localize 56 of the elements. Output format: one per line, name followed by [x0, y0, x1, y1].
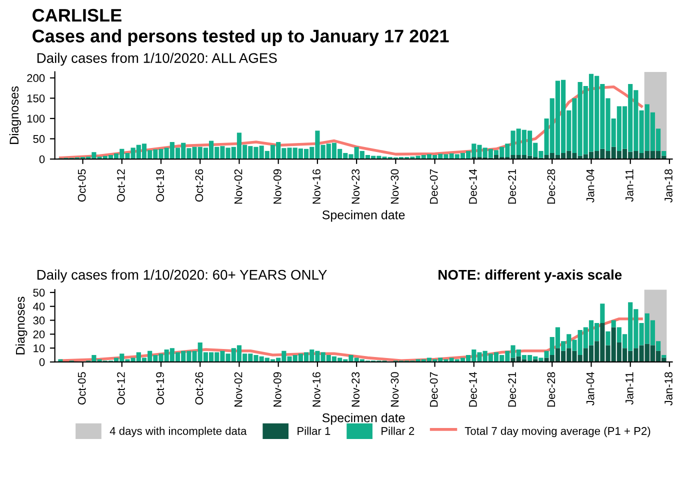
x-tick-label: Dec-14 — [469, 372, 477, 407]
y-tick-label: 0 — [39, 155, 45, 164]
x-tick-label: Dec-21 — [508, 372, 516, 407]
x-tick-label: Oct-12 — [117, 372, 125, 405]
text: Daily cases from 1/10/2020: ALL AGES — [37, 52, 277, 66]
y-tick-label: 100 — [27, 114, 45, 123]
x-tick-label: Dec-07 — [430, 372, 438, 407]
y-tick-label: 30 — [33, 316, 45, 324]
x-tick-label: Nov-09 — [273, 169, 282, 204]
x-tick-label: Oct-05 — [78, 372, 86, 405]
chart-subtitle: Cases and persons tested up to January 17 2021 — [32, 29, 449, 46]
y-tick-label: 50 — [33, 135, 45, 143]
x-tick-label: Nov-16 — [312, 169, 320, 204]
x-tick-label: Nov-23 — [352, 169, 360, 204]
x-tick-label: Oct-05 — [78, 169, 86, 202]
x-axis-title: Specimen date — [322, 210, 405, 222]
chart-title: CARLISLE — [32, 8, 122, 22]
x-axis-title: Specimen date — [322, 413, 405, 425]
x-tick-label: Nov-30 — [390, 372, 399, 407]
x-tick-label: Jan-11 — [626, 372, 634, 405]
x-tick-label: Oct-26 — [195, 372, 204, 405]
x-tick-label: Dec-28 — [547, 372, 556, 407]
x-tick-label: Oct-26 — [195, 169, 204, 202]
x-tick-label: Nov-02 — [234, 372, 242, 407]
y-tick-label: 10 — [34, 344, 45, 352]
legend-label: 4 days with incomplete data — [110, 426, 247, 438]
x-tick-label: Nov-30 — [390, 169, 399, 204]
x-tick-label: Dec-14 — [469, 169, 477, 204]
y-tick-label: 150 — [27, 94, 45, 102]
legend-label: Pillar 2 — [382, 426, 414, 435]
x-tick-label: Jan-04 — [586, 372, 594, 406]
x-tick-label: Jan-18 — [664, 169, 672, 203]
x-tick-label: Dec-07 — [430, 169, 438, 204]
y-tick-label: 50 — [33, 288, 45, 297]
legend-label: Total 7 day moving average (P1 + P2) — [464, 426, 650, 438]
x-tick-label: Jan-11 — [626, 169, 634, 202]
y-tick-label: 40 — [33, 302, 45, 310]
x-tick-label: Oct-19 — [156, 169, 164, 202]
y-tick-label: 0 — [39, 358, 45, 366]
text: NOTE: different y-axis scale — [438, 270, 622, 282]
x-tick-label: Nov-23 — [352, 372, 360, 407]
x-tick-label: Nov-09 — [273, 372, 282, 407]
y-axis-title: Diagnoses — [16, 296, 28, 354]
x-tick-label: Nov-02 — [234, 169, 242, 204]
legend-label: Pillar 1 — [298, 426, 330, 435]
y-tick-label: 200 — [27, 74, 45, 82]
x-tick-label: Jan-04 — [586, 169, 594, 203]
x-tick-label: Jan-18 — [664, 372, 672, 406]
y-axis-title: Diagnoses — [9, 86, 22, 144]
x-tick-label: Oct-12 — [117, 169, 125, 202]
x-tick-label: Dec-21 — [508, 169, 516, 204]
x-tick-label: Dec-28 — [547, 169, 556, 204]
chart-title: Daily cases from 1/10/2020: 60+ YEARS ONLY — [37, 270, 327, 282]
x-tick-label: Oct-19 — [156, 372, 164, 405]
y-tick-label: 20 — [33, 330, 45, 338]
x-tick-label: Nov-16 — [312, 372, 320, 407]
